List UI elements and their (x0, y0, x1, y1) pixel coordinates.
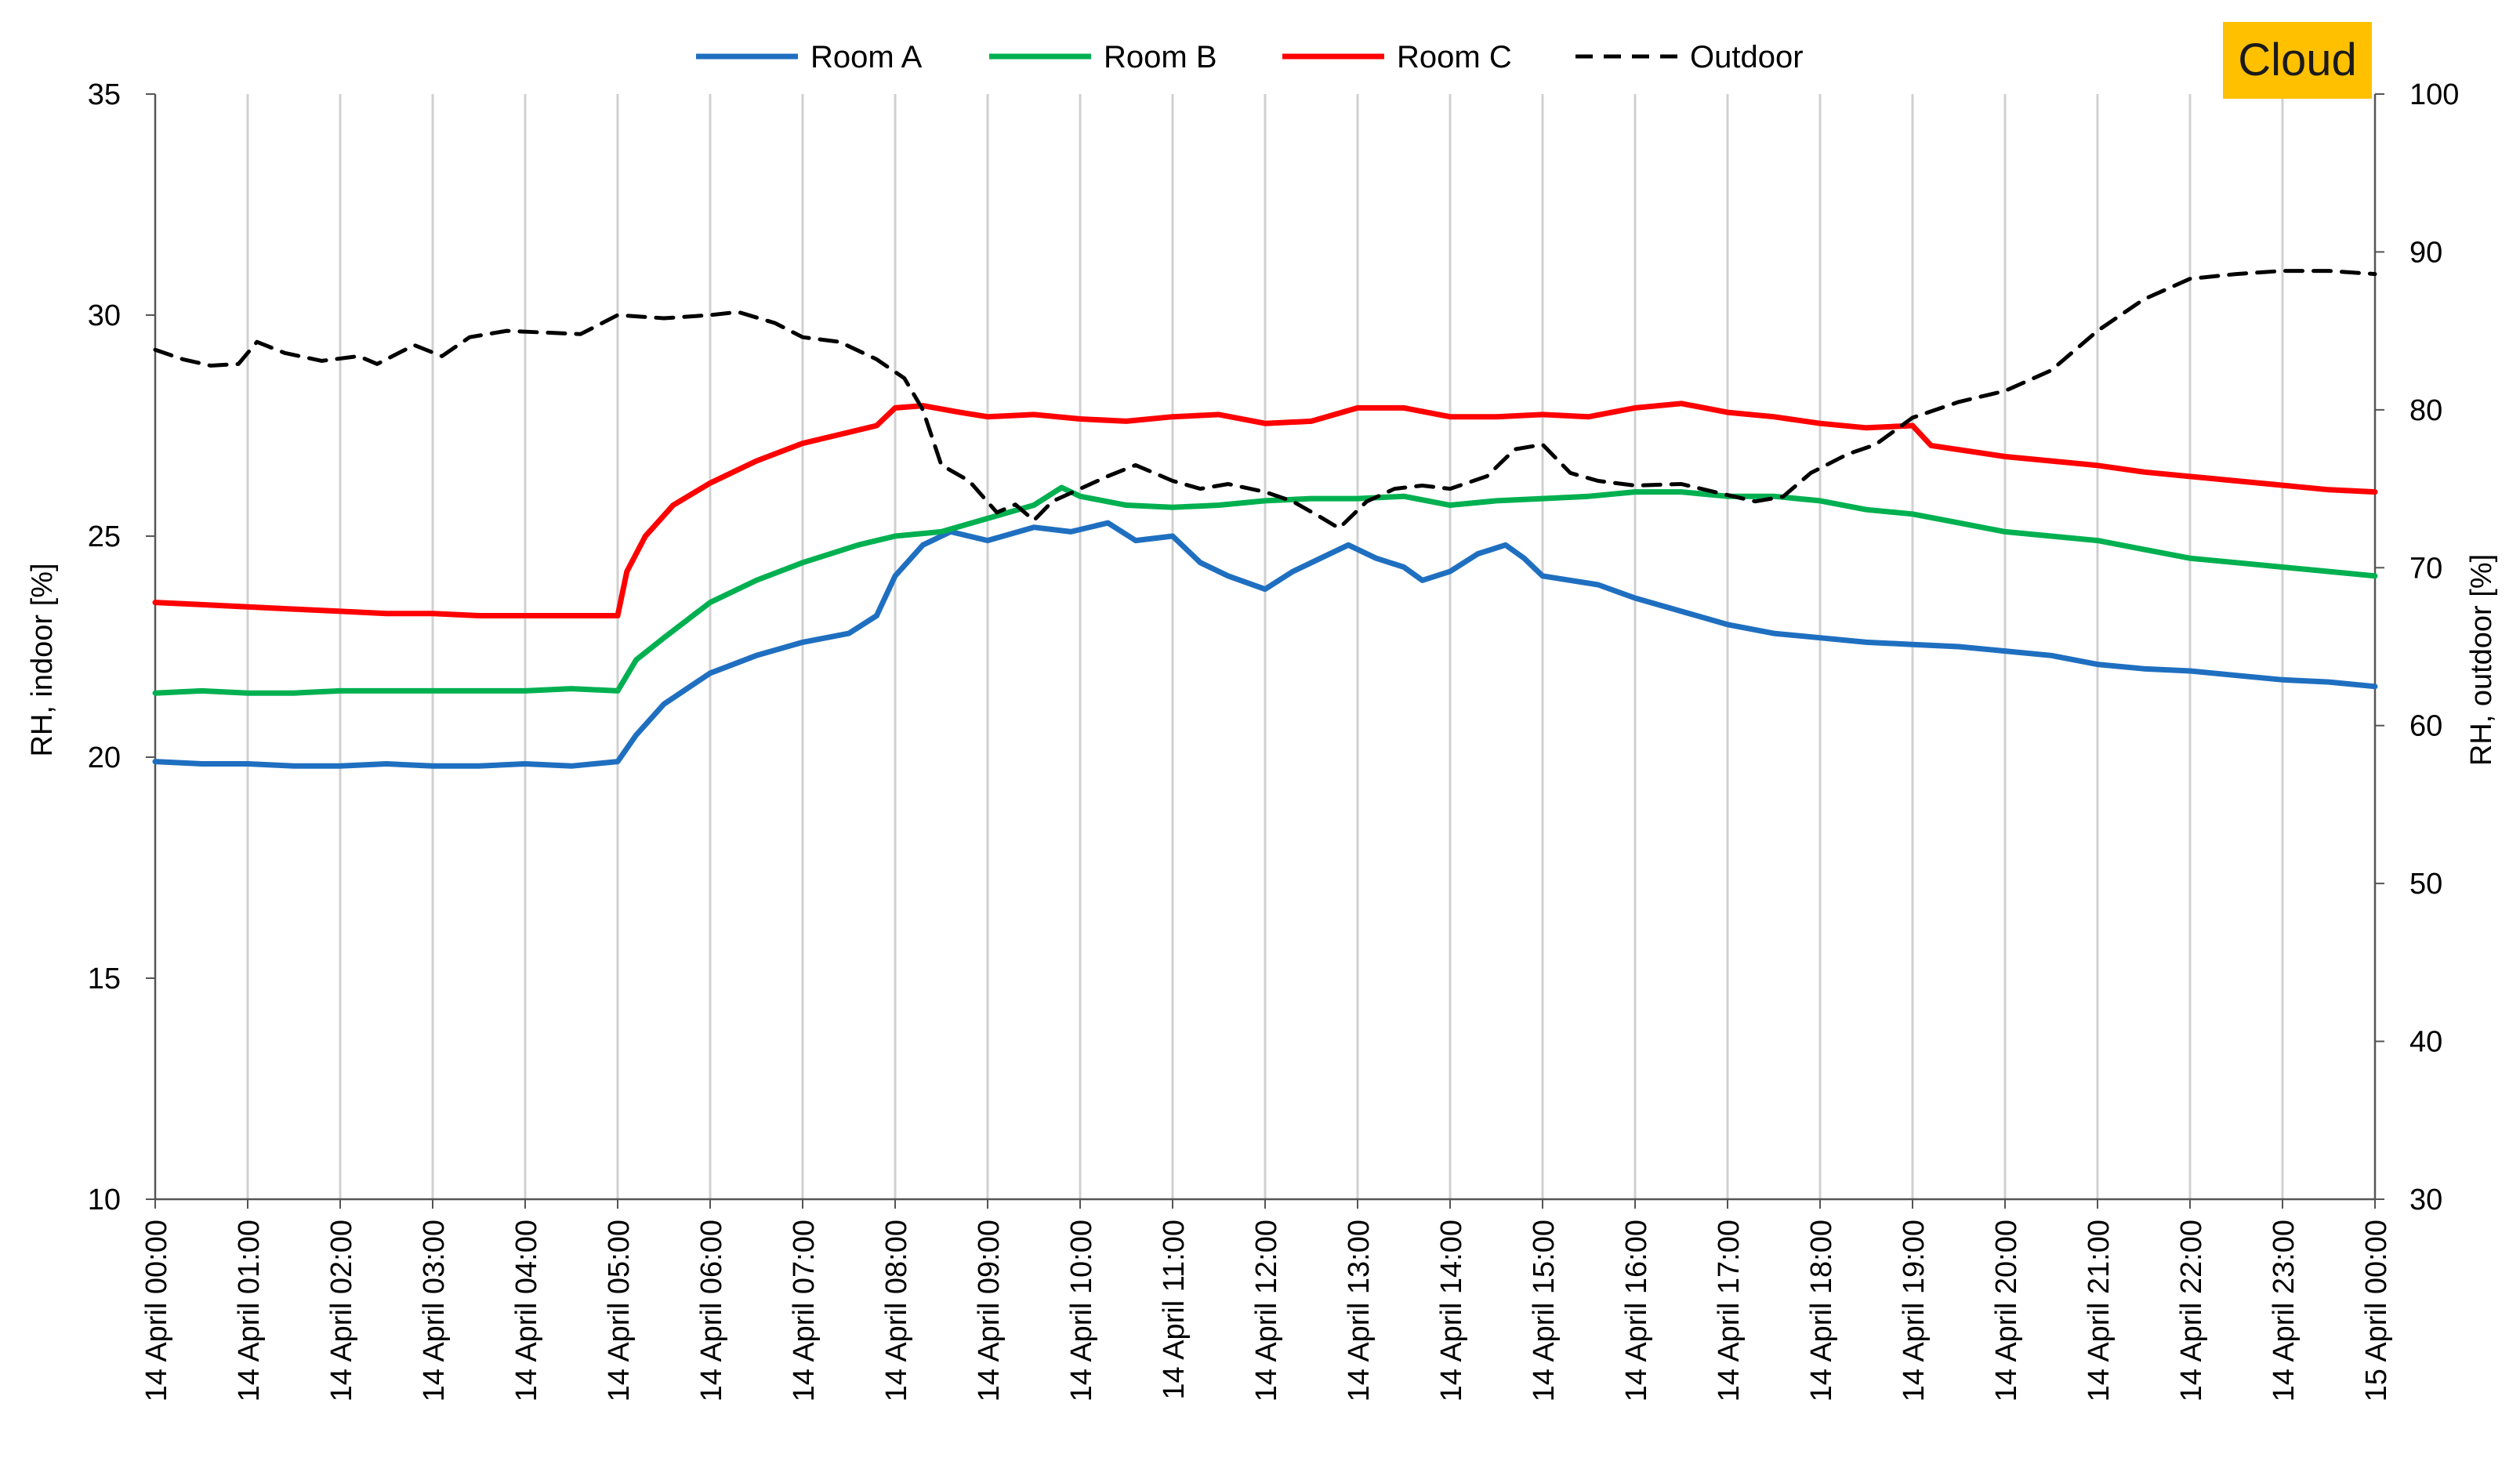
x-tick-label: 14 April 18:00 (1805, 1220, 1838, 1401)
x-tick-label: 14 April 02:00 (325, 1220, 358, 1401)
legend: Room A Room B Room C Outdoor (696, 40, 1804, 74)
x-tick-label: 14 April 22:00 (2175, 1220, 2208, 1401)
x-tick-label: 14 April 10:00 (1065, 1220, 1098, 1401)
x-tick-label: 14 April 23:00 (2268, 1220, 2301, 1401)
y-left-tick-label: 10 (88, 1184, 121, 1216)
x-tick-label: 14 April 09:00 (973, 1220, 1006, 1401)
y-right-tick-label: 100 (2409, 78, 2459, 111)
x-tick-label: 14 April 08:00 (880, 1220, 913, 1401)
series-layer (152, 269, 2378, 769)
x-tick-label: 14 April 00:00 (140, 1220, 173, 1401)
series-line-room-c (152, 401, 2378, 618)
y-left-tick-label: 20 (88, 741, 121, 774)
left-axis-ticks: 10 15 20 25 30 35 (88, 78, 155, 1216)
y-right-tick-label: 40 (2409, 1026, 2442, 1059)
y-left-tick-label: 15 (88, 963, 121, 995)
legend-label-outdoor: Outdoor (1690, 40, 1804, 74)
x-axis-ticks: 14 April 00:00 14 April 01:00 14 April 02:… (140, 1199, 2393, 1401)
legend-label-room-b: Room B (1104, 40, 1217, 74)
x-tick-label: 14 April 11:00 (1158, 1220, 1191, 1400)
cloud-badge-background (2223, 22, 2372, 99)
y-right-tick-label: 90 (2409, 236, 2442, 269)
x-tick-label: 14 April 05:00 (603, 1220, 636, 1401)
x-tick-label: 14 April 15:00 (1528, 1220, 1561, 1401)
y-right-tick-label: 50 (2409, 868, 2442, 901)
gridlines (246, 94, 2284, 1199)
y-right-tick-label: 30 (2409, 1184, 2442, 1216)
x-tick-label: 14 April 20:00 (1990, 1220, 2023, 1401)
y-left-tick-label: 30 (88, 299, 121, 332)
right-axis-ticks: 30 40 50 60 70 80 90 100 (2375, 78, 2459, 1216)
x-tick-label: 15 April 00:00 (2360, 1220, 2393, 1401)
y-right-tick-label: 80 (2409, 394, 2442, 427)
legend-label-room-a: Room A (810, 40, 923, 74)
y-axis-right-title: RH, outdoor [%] (2465, 554, 2498, 766)
series-line-outdoor (153, 269, 2377, 531)
y-left-tick-label: 25 (88, 520, 121, 553)
x-tick-label: 14 April 03:00 (418, 1220, 451, 1401)
cloud-badge-label: Cloud (2238, 34, 2357, 85)
x-tick-label: 14 April 06:00 (695, 1220, 728, 1401)
legend-label-room-c: Room C (1397, 40, 1512, 74)
x-tick-label: 14 April 04:00 (510, 1220, 543, 1401)
y-left-tick-label: 35 (88, 78, 121, 111)
x-tick-label: 14 April 13:00 (1343, 1220, 1376, 1401)
y-axis-left-title: RH, indoor [%] (26, 563, 59, 756)
legend-item-room-c: Room C (1282, 40, 1512, 74)
x-tick-label: 14 April 14:00 (1435, 1220, 1468, 1401)
legend-item-room-a: Room A (696, 40, 923, 74)
x-tick-label: 14 April 16:00 (1620, 1220, 1653, 1401)
legend-item-outdoor: Outdoor (1575, 40, 1804, 74)
x-tick-label: 14 April 17:00 (1713, 1220, 1746, 1401)
x-tick-label: 14 April 19:00 (1898, 1220, 1931, 1401)
x-tick-label: 14 April 12:00 (1250, 1220, 1283, 1401)
y-right-tick-label: 70 (2409, 552, 2442, 585)
legend-item-room-b: Room B (989, 40, 1217, 74)
series-line-room-b (152, 484, 2378, 696)
x-tick-label: 14 April 21:00 (2083, 1220, 2116, 1401)
cloud-badge: Cloud (2223, 22, 2372, 99)
x-tick-label: 14 April 01:00 (233, 1220, 266, 1401)
y-right-tick-label: 60 (2409, 710, 2442, 743)
x-tick-label: 14 April 07:00 (788, 1220, 821, 1401)
series-line-room-a (152, 520, 2378, 769)
